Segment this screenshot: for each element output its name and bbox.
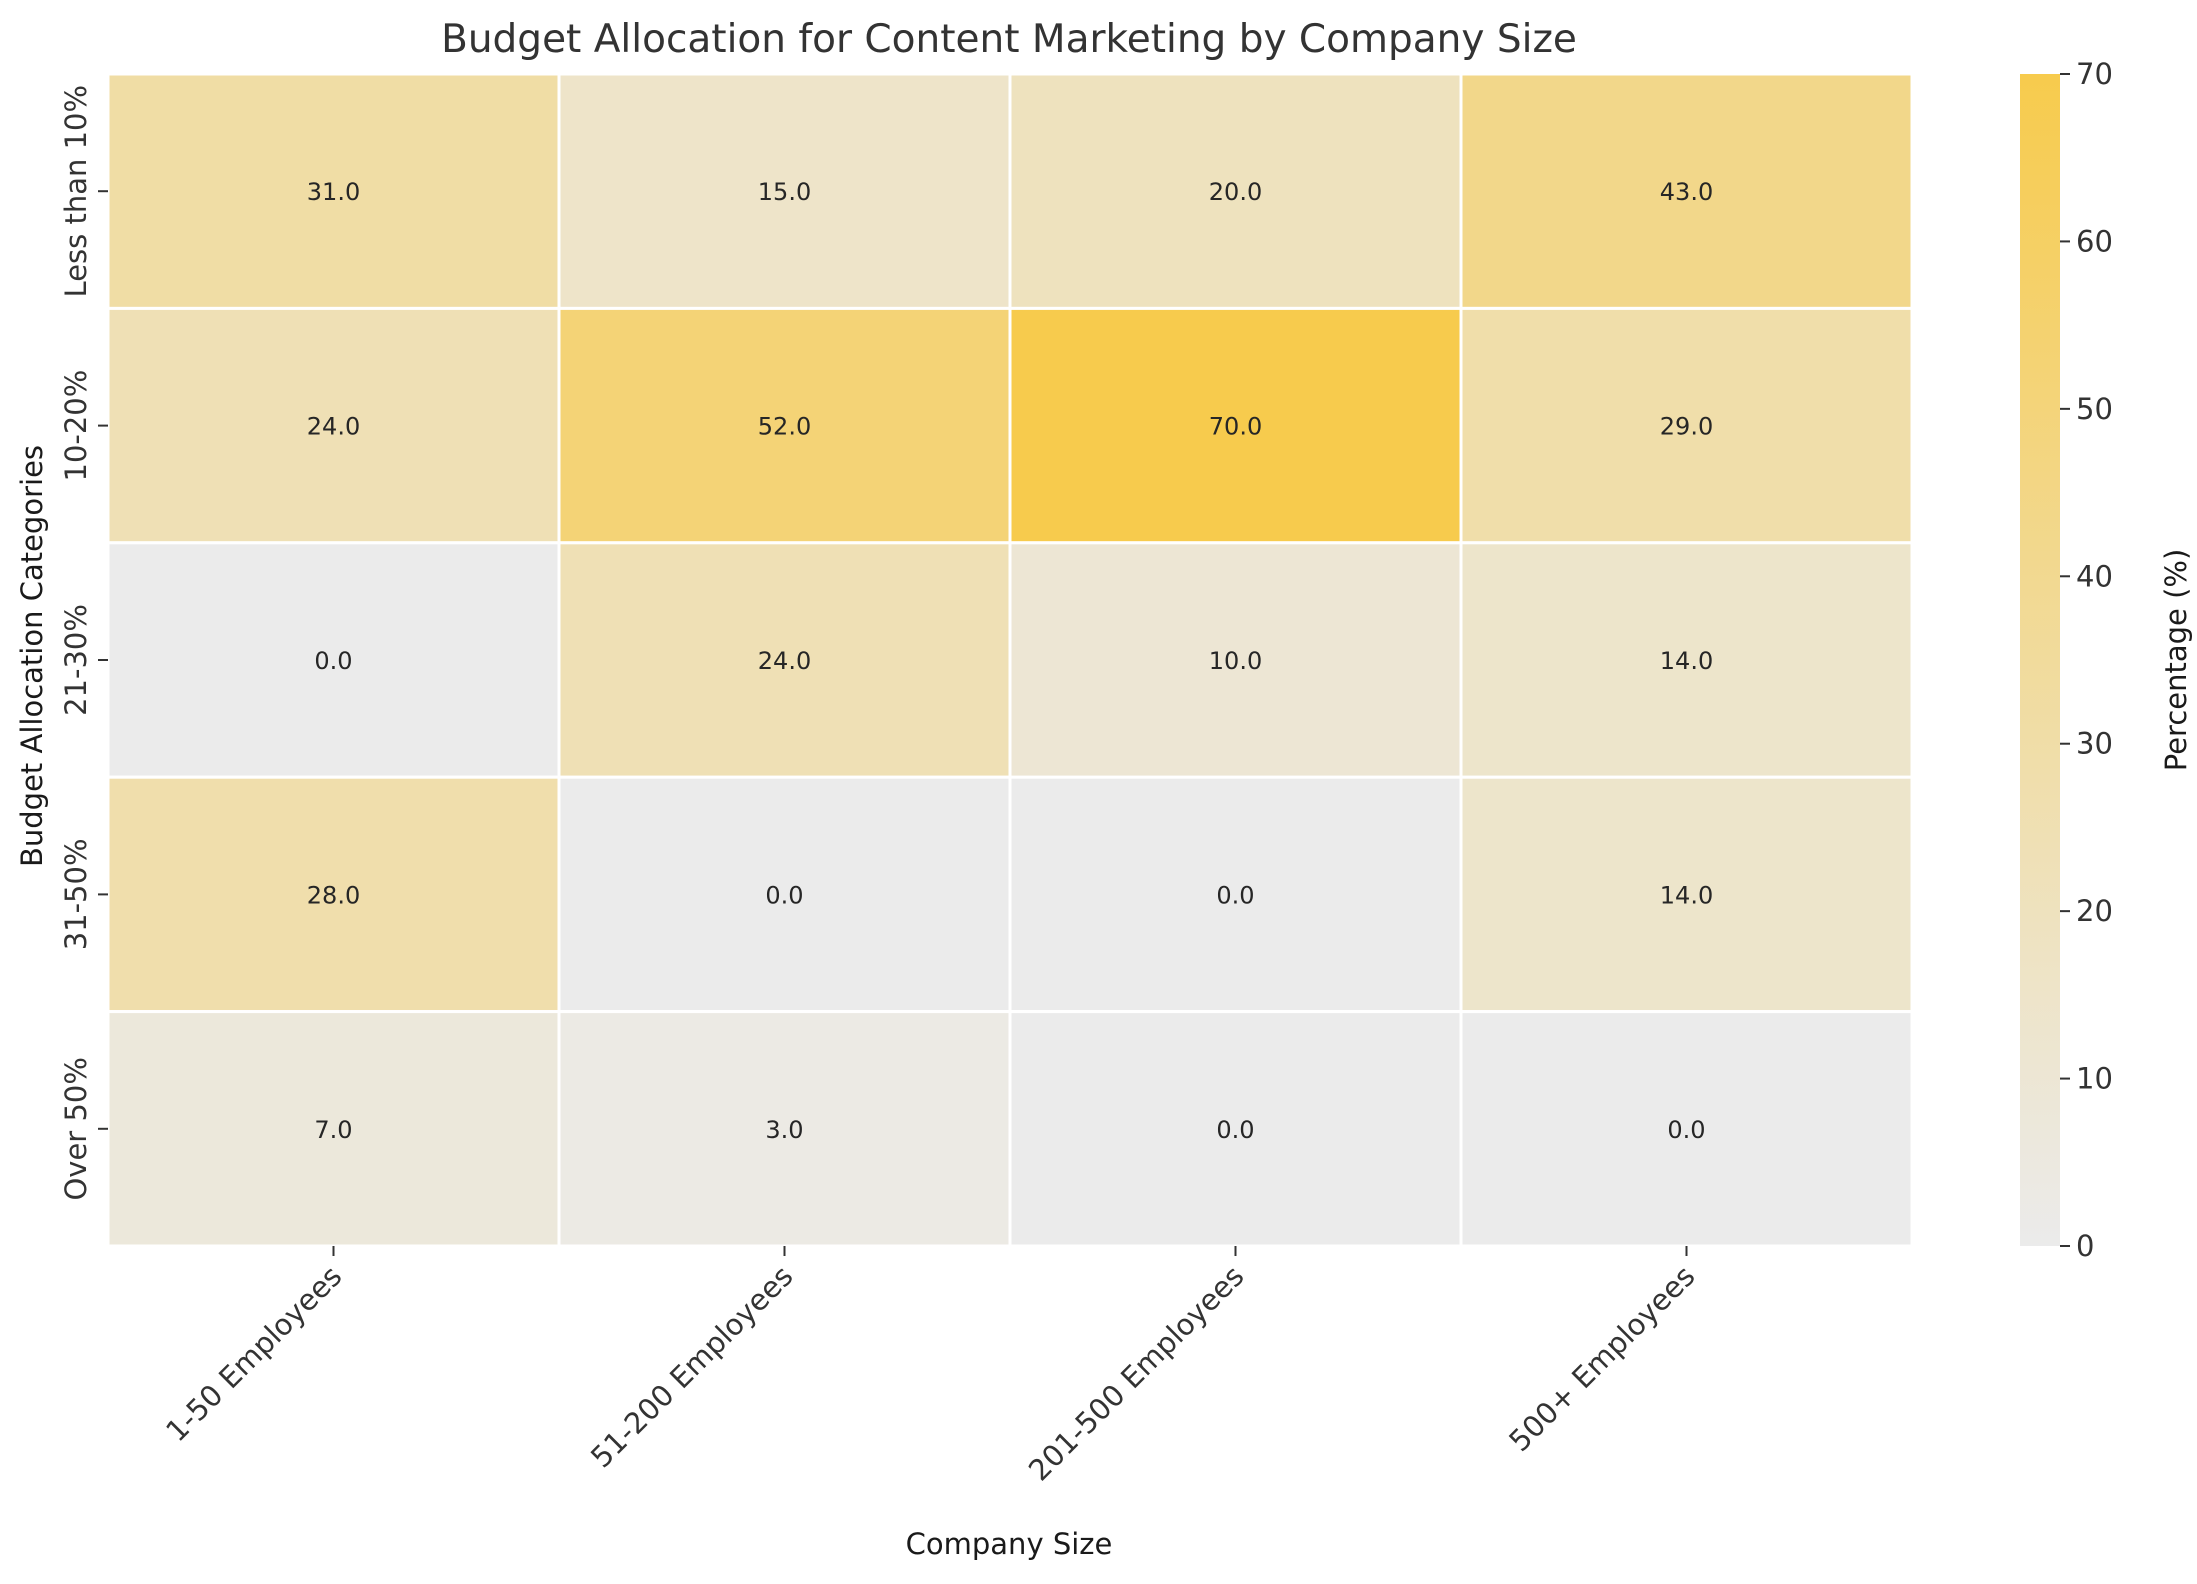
heatmap-cell-label: 0.0 <box>765 881 803 909</box>
y-tick-label: 10-20% <box>59 370 93 482</box>
y-tick-label: 31-50% <box>59 838 93 950</box>
heatmap-cell-label: 43.0 <box>1660 178 1713 206</box>
heatmap-cell-label: 31.0 <box>307 178 360 206</box>
heatmap-cell-label: 14.0 <box>1660 647 1713 675</box>
colorbar-ticks: 0 10 20 30 40 50 60 70 <box>2060 57 2113 1263</box>
heatmap-cell-label: 24.0 <box>307 413 360 441</box>
heatmap-cell-label: 0.0 <box>1216 881 1254 909</box>
x-tick-label: 500+ Employees <box>1502 1259 1701 1458</box>
heatmap-cell <box>557 72 1012 310</box>
heatmap-cell-label: 10.0 <box>1209 647 1262 675</box>
y-tick-label: Over 50% <box>59 1057 93 1200</box>
heatmap-cell-label: 29.0 <box>1660 413 1713 441</box>
heatmap-cell <box>1008 72 1463 310</box>
colorbar-tick-label: 20 <box>2076 894 2113 928</box>
heatmap-cell-label: 0.0 <box>1667 1116 1705 1144</box>
colorbar-tick-label: 0 <box>2076 1229 2094 1263</box>
heatmap-cell-label: 24.0 <box>758 647 811 675</box>
heatmap-cells <box>106 72 1914 1248</box>
y-axis-label: Budget Allocation Categories <box>15 445 49 867</box>
x-tick-label: 201-500 Employees <box>1022 1259 1250 1487</box>
colorbar-tick-label: 10 <box>2076 1062 2113 1096</box>
heatmap-cell-label: 15.0 <box>758 178 811 206</box>
heatmap-cell-label: 28.0 <box>307 881 360 909</box>
colorbar-tick-label: 40 <box>2076 559 2113 593</box>
heatmap-cell <box>1459 306 1914 545</box>
colorbar-tick-label: 70 <box>2076 57 2113 91</box>
heatmap-cell <box>1459 775 1914 1014</box>
heatmap-cell-label: 7.0 <box>314 1116 352 1144</box>
heatmap-cell-label: 3.0 <box>765 1116 803 1144</box>
heatmap-cell-label: 14.0 <box>1660 881 1713 909</box>
heatmap-cell-label: 20.0 <box>1209 178 1262 206</box>
heatmap-cell <box>106 306 561 545</box>
heatmap-cell <box>1459 541 1914 779</box>
heatmap-cell-labels: 31.0 15.0 20.0 43.0 24.0 52.0 70.0 29.0 0.0 24.0 1… <box>307 178 1713 1144</box>
chart-title: Budget Allocation for Content Marketing … <box>441 17 1577 62</box>
heatmap-cell <box>106 775 561 1014</box>
heatmap-cell <box>106 72 561 310</box>
heatmap-cell-label: 0.0 <box>314 647 352 675</box>
colorbar-label: Percentage (%) <box>2159 549 2193 772</box>
x-axis: 1-50 Employees 51-200 Employees 201-500 Em… <box>159 1246 1701 1487</box>
colorbar-tick-label: 30 <box>2076 727 2113 761</box>
x-tick-label: 51-200 Employees <box>584 1259 799 1474</box>
heatmap-cell <box>106 1010 561 1248</box>
x-axis-label: Company Size <box>906 1527 1113 1561</box>
heatmap-cell <box>1459 1010 1914 1248</box>
heatmap-cell <box>1459 72 1914 310</box>
heatmap-cell <box>557 541 1012 779</box>
heatmap-cell-label: 70.0 <box>1209 413 1262 441</box>
colorbar-tick-label: 50 <box>2076 392 2113 426</box>
heatmap-cell <box>557 306 1012 545</box>
colorbar <box>2020 74 2060 1246</box>
heatmap-cell <box>557 775 1012 1014</box>
y-axis: Less than 10% 10-20% 21-30% 31-50% Over 50% <box>59 85 108 1201</box>
heatmap-cell-label: 52.0 <box>758 413 811 441</box>
x-tick-label: 1-50 Employees <box>159 1259 348 1448</box>
y-tick-label: 21-30% <box>59 604 93 716</box>
colorbar-tick-label: 60 <box>2076 224 2113 258</box>
heatmap-cell <box>557 1010 1012 1248</box>
y-tick-label: Less than 10% <box>59 85 93 298</box>
heatmap-cell <box>1008 775 1463 1014</box>
heatmap-cell <box>1008 1010 1463 1248</box>
heatmap-cell-label: 0.0 <box>1216 1116 1254 1144</box>
